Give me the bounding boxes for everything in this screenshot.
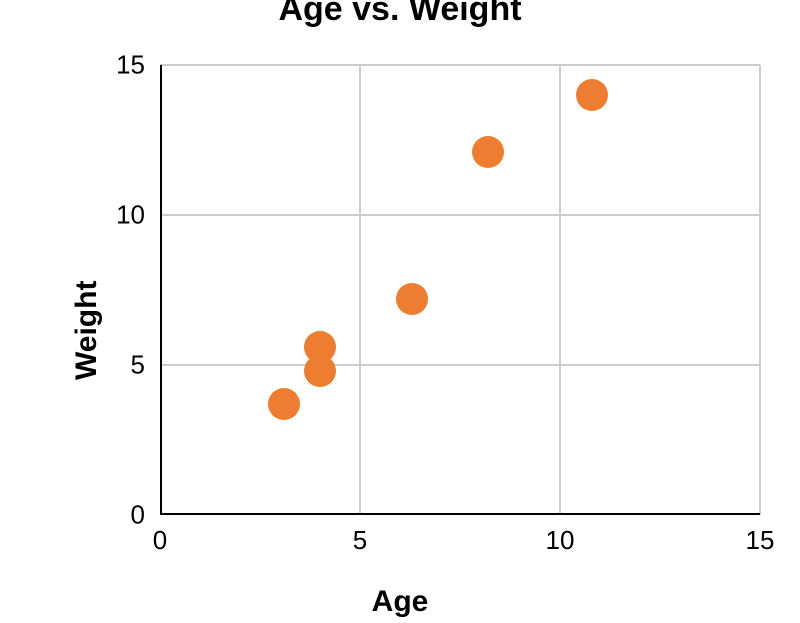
y-tick-label: 0	[131, 500, 145, 531]
y-axis-line	[160, 65, 162, 515]
gridline-vertical	[759, 65, 761, 515]
data-point	[304, 331, 336, 363]
gridline-vertical	[359, 65, 361, 515]
y-axis-label: Weight	[70, 281, 104, 380]
y-tick-label: 5	[131, 350, 145, 381]
gridline-horizontal	[160, 214, 760, 216]
gridline-horizontal	[160, 64, 760, 66]
y-tick-label: 10	[116, 200, 145, 231]
data-point	[396, 283, 428, 315]
x-tick-label: 10	[546, 525, 575, 556]
data-point	[268, 388, 300, 420]
scatter-chart: Age vs. Weight Weight 051015051015 Age	[0, 0, 800, 623]
gridline-horizontal	[160, 364, 760, 366]
x-tick-label: 0	[153, 525, 167, 556]
y-tick-label: 15	[116, 50, 145, 81]
data-point	[576, 79, 608, 111]
x-tick-label: 5	[353, 525, 367, 556]
chart-title: Age vs. Weight	[0, 0, 800, 29]
gridline-vertical	[559, 65, 561, 515]
x-axis-line	[160, 513, 760, 515]
data-point	[472, 136, 504, 168]
plot-area: 051015051015	[160, 65, 760, 515]
x-axis-label: Age	[0, 585, 800, 619]
x-tick-label: 15	[746, 525, 775, 556]
